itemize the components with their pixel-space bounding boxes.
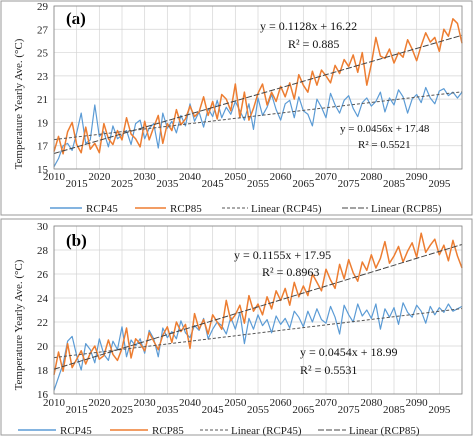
- panel-a-x-tick-label: 2070: [315, 171, 338, 183]
- panel-b-series: [53, 232, 463, 391]
- panel-a-legend-rcp85-label: RCP85: [170, 203, 202, 215]
- panel-b-x-tick-label: 2070: [315, 397, 338, 409]
- panel-b-frame: [0, 218, 473, 436]
- panel-b-rcp85-equation: y = 0.1155x + 17.95: [234, 248, 331, 262]
- panel-a-x-tick-label: 2080: [360, 171, 383, 183]
- panel-b-x-tick-label: 2010: [43, 397, 66, 409]
- panel-b-x-tick-label: 2095: [428, 404, 451, 416]
- panel-b-x-tick-label: 2080: [360, 397, 383, 409]
- panel-b-series-rcp85-line: [53, 232, 463, 375]
- panel-a-legend-rcp45-label: RCP45: [86, 203, 118, 215]
- panel-b-rcp45-r2: R² = 0.5531: [300, 363, 357, 377]
- panel-a-y-tick-label: 15: [37, 164, 49, 176]
- panel-b-x-tick-label: 2035: [156, 404, 179, 416]
- panel-b-plot-area: [53, 225, 463, 395]
- panel-b-legend-linear-rcp45-label: Linear (RCP45): [231, 425, 302, 437]
- panel-a-x-tick-label: 2030: [134, 171, 157, 183]
- panel-a-y-tick-label: 29: [37, 1, 49, 13]
- panel-b-y-tick-label: 26: [37, 269, 49, 281]
- panel-a-rcp85-equation: y = 0.1128x + 16.22: [260, 19, 357, 33]
- panel-a-x-tick-label: 2015: [66, 178, 89, 190]
- panel-b-legend-rcp45-label: RCP45: [60, 425, 92, 437]
- panel-a-series: [53, 18, 463, 167]
- panel-a-x-tick-label: 2010: [43, 171, 66, 183]
- panel-b-x-tick-label: 2015: [66, 404, 89, 416]
- panel-b-y-tick-labels: 16 18 20 22 24 26 28 30: [37, 221, 49, 401]
- panel-a-y-tick-label: 23: [37, 71, 49, 83]
- panel-a-x-tick-label: 2090: [406, 171, 429, 183]
- panel-b: (b) Temperature Yearly Ave. (°C) 1618202…: [0, 218, 473, 437]
- panel-a-x-tick-label: 2060: [270, 171, 293, 183]
- panel-a-legend: RCP45 RCP85 Linear (RCP45) Linear (RCP85…: [50, 203, 442, 215]
- panel-a-x-tick-label: 2095: [428, 178, 451, 190]
- panel-b-x-tick-label: 2060: [270, 397, 293, 409]
- panel-a-plot-area: [53, 5, 463, 170]
- panel-a-y-tick-label: 19: [37, 117, 49, 129]
- panel-a-x-tick-label: 2065: [292, 178, 315, 190]
- panel-b-x-tick-label: 2030: [134, 397, 157, 409]
- panel-a-y-tick-labels: 15 17 19 21 23 25 27 29: [37, 1, 49, 176]
- panel-b-y-tick-label: 18: [37, 365, 49, 377]
- panel-a-x-tick-label: 2050: [224, 171, 247, 183]
- panel-a-x-tick-label: 2045: [202, 178, 225, 190]
- panel-a-x-tick-label: 2020: [88, 171, 111, 183]
- panel-a-frame: [0, 0, 473, 216]
- panel-b-y-tick-label: 20: [37, 341, 49, 353]
- panel-a-y-axis-label: Temperature Yearly Ave. (°C): [13, 38, 25, 169]
- panel-a-trendline-rcp85: [53, 34, 463, 154]
- panel-b-y-tick-label: 24: [37, 293, 49, 305]
- panel-a-x-tick-label: 2025: [111, 178, 134, 190]
- panel-b-x-tick-label: 2065: [292, 404, 315, 416]
- panel-a-y-tick-label: 21: [37, 94, 48, 106]
- panel-b-x-tick-labels: 2010201520202025203020352040204520502055…: [43, 397, 451, 416]
- panel-b-y-axis-label: Temperature Yearly Ave. (°C): [13, 259, 25, 390]
- panel-b-x-tick-label: 2020: [88, 397, 111, 409]
- panel-a-trendline-rcp45: [53, 91, 463, 141]
- panel-b-y-tick-label: 28: [37, 245, 49, 257]
- panel-b-series-rcp45-line: [53, 302, 463, 391]
- panel-a: (a) Temperature Yearly Ave. (°C) 15 17 19 2…: [0, 0, 473, 216]
- panel-b-x-tick-label: 2050: [224, 397, 247, 409]
- panel-b-legend-rcp85-label: RCP85: [152, 425, 184, 437]
- panel-a-x-tick-label: 2035: [156, 178, 179, 190]
- panel-b-x-tick-label: 2040: [179, 397, 202, 409]
- panel-a-rcp45-equation: y = 0.0456x + 17.48: [340, 123, 430, 135]
- panel-a-legend-linear-rcp85-label: Linear (RCP85): [371, 203, 442, 215]
- panel-a-y-tick-label: 25: [37, 48, 49, 60]
- panel-b-x-tick-label: 2090: [406, 397, 429, 409]
- panel-b-legend-linear-rcp85-label: Linear (RCP85): [349, 425, 420, 437]
- panel-b-x-tick-label: 2045: [202, 404, 225, 416]
- panel-b-rcp45-equation: y = 0.0454x + 18.99: [300, 345, 398, 359]
- panel-b-rcp85-r2: R² = 0.8963: [262, 265, 319, 279]
- panel-b-y-tick-label: 22: [37, 317, 48, 329]
- panel-a-y-tick-label: 17: [37, 141, 49, 153]
- panel-a-series-rcp85-line: [53, 18, 463, 155]
- panel-a-y-tick-label: 27: [37, 24, 49, 36]
- panel-a-label: (a): [66, 9, 86, 28]
- panel-b-legend: RCP45 RCP85 Linear (RCP45) Linear (RCP85…: [18, 425, 420, 437]
- panel-a-x-tick-label: 2085: [383, 178, 406, 190]
- panel-b-x-tick-label: 2085: [383, 404, 406, 416]
- panel-a-series-rcp45-line: [53, 86, 463, 167]
- panel-a-rcp45-r2: R² = 0.5521: [358, 139, 411, 151]
- panel-b-x-tick-label: 2075: [338, 404, 361, 416]
- panel-b-y-tick-label: 16: [37, 389, 49, 401]
- panel-a-x-tick-label: 2075: [338, 178, 361, 190]
- panel-a-x-tick-labels: 2010201520202025203020352040204520502055…: [43, 171, 451, 190]
- panel-b-trendline-rcp45: [53, 308, 463, 359]
- panel-b-x-tick-label: 2055: [247, 404, 270, 416]
- panel-b-y-tick-label: 30: [37, 221, 49, 233]
- panel-a-x-tick-label: 2040: [179, 171, 202, 183]
- panel-a-rcp85-r2: R² = 0.885: [288, 37, 339, 51]
- panel-b-x-tick-label: 2025: [111, 404, 134, 416]
- panel-a-x-tick-label: 2055: [247, 178, 270, 190]
- panel-b-trendline-rcp85: [53, 243, 463, 370]
- panel-a-legend-linear-rcp45-label: Linear (RCP45): [251, 203, 322, 215]
